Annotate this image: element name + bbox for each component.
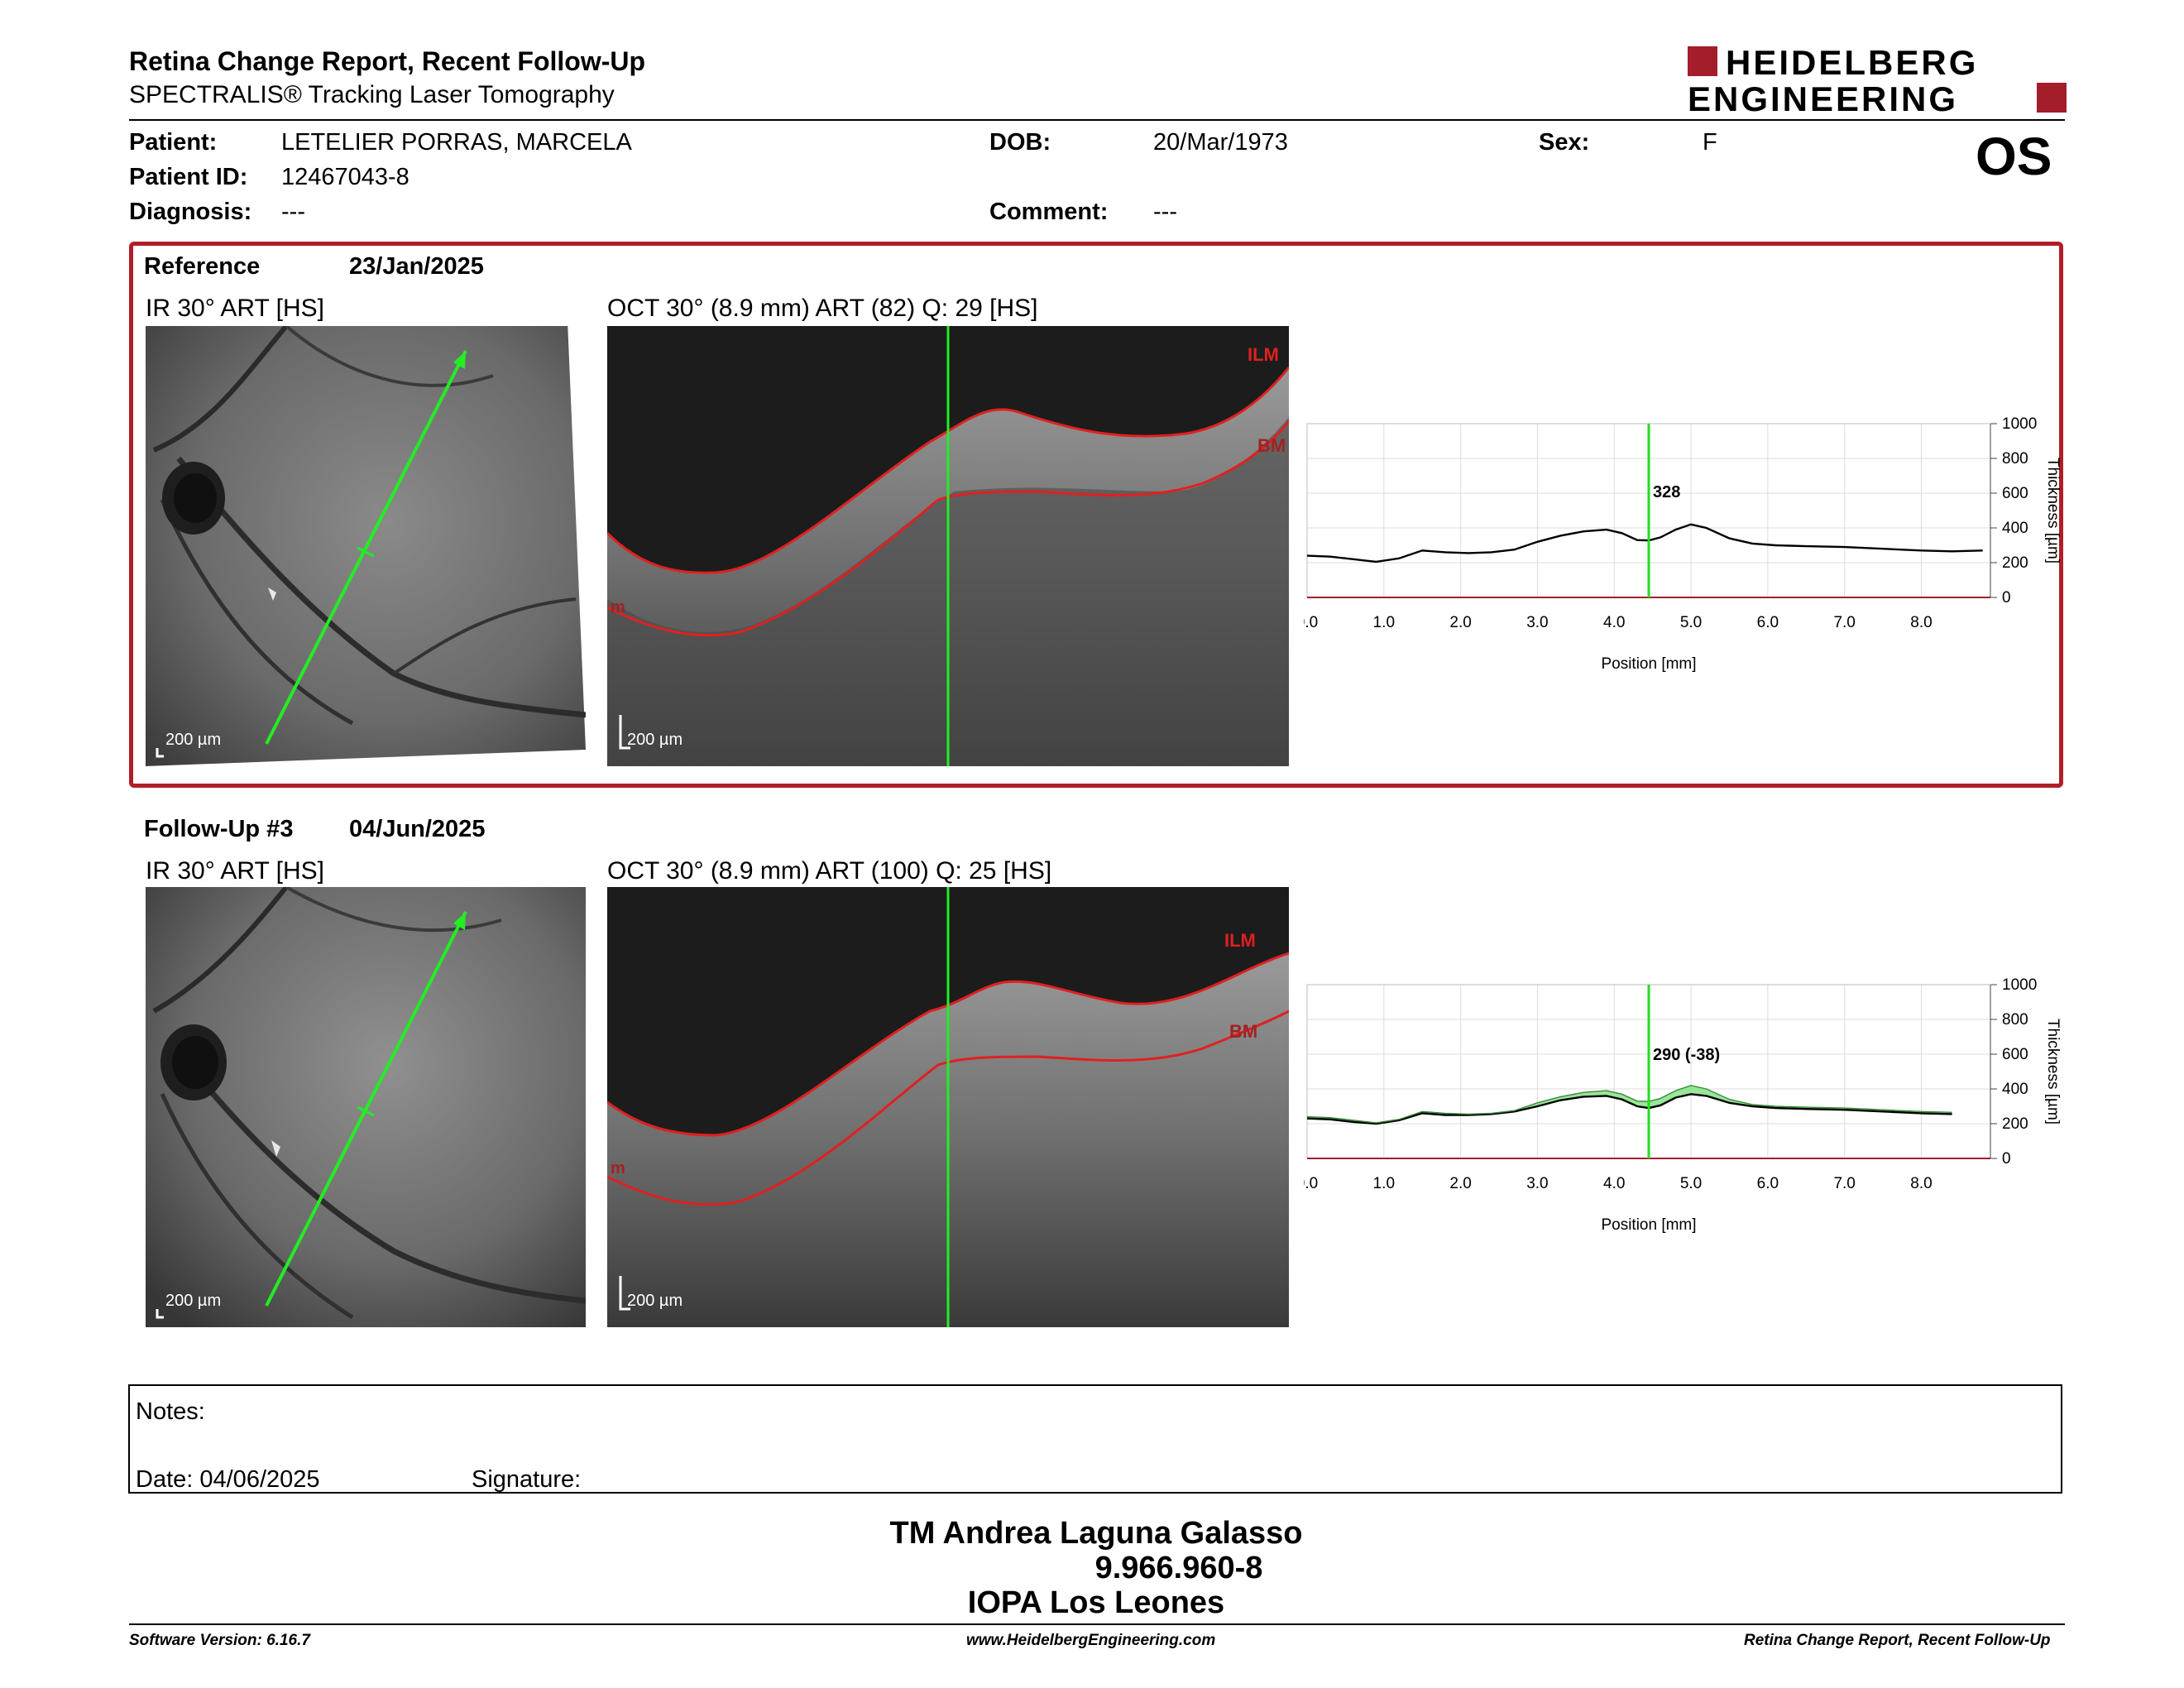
followup-oct-label: OCT 30° (8.9 mm) ART (100) Q: 25 [HS] [607,857,1052,885]
y-tick-label: 400 [2002,520,2028,537]
y-tick-label: 1000 [2002,415,2037,433]
diagnosis-value: --- [281,199,305,225]
svg-text:ILM: ILM [1224,930,1256,951]
sex-value: F [1703,129,1717,156]
reference-frame [129,242,2063,788]
followup-label: Follow-Up #3 [144,816,294,842]
y-tick-label: 800 [2002,1011,2028,1029]
header-divider [129,119,2065,121]
x-tick-label: 7.0 [1833,614,1855,631]
x-axis-label: Position [mm] [1601,1216,1696,1234]
dob-label: DOB: [989,129,1051,156]
x-tick-label: 5.0 [1680,614,1702,631]
svg-text:200 µm: 200 µm [627,1292,682,1310]
y-tick-label: 0 [2002,1150,2011,1168]
reference-label: Reference [144,253,261,280]
x-tick-label: 8.0 [1910,614,1932,631]
signer-id: 9.966.960-8 [1094,1551,1263,1585]
y-tick-label: 200 [2002,554,2028,572]
patient-label: Patient: [129,129,218,156]
svg-text:BM: BM [1257,435,1286,456]
reference-ir-label: IR 30° ART [HS] [146,295,324,322]
svg-text:BM: BM [1229,1021,1257,1042]
y-tick-label: 800 [2002,450,2028,468]
patient-id: 12467043-8 [281,164,410,190]
reference-oct-image[interactable]: ILM BM m 200 µm [607,326,1289,766]
footer-report-name: Retina Change Report, Recent Follow-Up [1744,1632,2051,1649]
y-axis-label: Thickness [µm] [2044,1019,2062,1125]
reference-thickness-chart: 0.0 1.0 2.0 3.0 4.0 5.0 6.0 7.0 8.0 0 200 400 600 800… [1296,414,2081,679]
followup-thickness-chart: 0.0 1.0 2.0 3.0 4.0 5.0 6.0 7.0 8.0 0 200 400 600 800… [1296,975,2081,1240]
dob-value: 20/Mar/1973 [1153,129,1288,156]
x-tick-label: 2.0 [1449,614,1471,631]
followup-ir-label: IR 30° ART [HS] [146,857,324,885]
eye-indicator: OS [1976,127,2052,186]
x-tick-label: 1.0 [1373,1175,1395,1192]
signer-org: IOPA Los Leones [967,1585,1225,1620]
svg-text:200 µm: 200 µm [165,1292,221,1310]
x-tick-label: 4.0 [1603,614,1625,631]
svg-text:HEIDELBERG: HEIDELBERG [1726,45,1978,82]
svg-text:m: m [611,1159,625,1177]
reference-date: 23/Jan/2025 [349,253,484,280]
x-tick-label: 0.0 [1304,614,1318,631]
y-tick-label: 200 [2002,1115,2028,1133]
svg-text:m: m [611,598,625,616]
y-tick-label: 400 [2002,1081,2028,1098]
reference-oct-label: OCT 30° (8.9 mm) ART (82) Q: 29 [HS] [607,295,1038,322]
patient-id-label: Patient ID: [129,164,248,190]
report-subtitle: SPECTRALIS® Tracking Laser Tomography [129,81,615,108]
reference-thickness-line [1306,1085,1952,1124]
y-tick-label: 600 [2002,1046,2028,1063]
followup-date: 04/Jun/2025 [349,816,486,842]
y-axis-label: Thickness [µm] [2044,458,2062,563]
x-tick-label: 6.0 [1757,614,1779,631]
svg-text:ILM: ILM [1248,344,1279,365]
y-tick-label: 600 [2002,485,2028,502]
x-tick-label: 0.0 [1304,1175,1318,1192]
svg-text:ENGINEERING: ENGINEERING [1688,79,1958,116]
comment-value: --- [1153,199,1177,225]
report-title: Retina Change Report, Recent Follow-Up [129,46,646,76]
signature-label: Signature: [472,1466,582,1493]
x-tick-label: 1.0 [1373,614,1395,631]
x-tick-label: 2.0 [1449,1175,1471,1192]
x-tick-label: 7.0 [1833,1175,1855,1192]
footer-divider [129,1623,2065,1625]
notes-box[interactable] [128,1384,2062,1494]
notes-date: Date: 04/06/2025 [136,1466,320,1493]
svg-text:200 µm: 200 µm [165,731,221,749]
x-tick-label: 3.0 [1526,1175,1548,1192]
thickness-line [1306,523,1983,563]
followup-cursor-value: 290 (-38) [1653,1046,1721,1064]
heidelberg-logo: HEIDELBERG ENGINEERING [1688,43,2068,118]
x-tick-label: 3.0 [1526,614,1548,631]
website-link[interactable]: www.HeidelbergEngineering.com [966,1632,1216,1649]
followup-oct-image[interactable]: ILM BM m 200 µm [607,887,1289,1327]
followup-ir-image[interactable]: 200 µm [146,887,586,1327]
diagnosis-label: Diagnosis: [129,199,252,225]
signer-name: TM Andrea Laguna Galasso [889,1516,1303,1551]
x-axis-label: Position [mm] [1601,655,1696,673]
reference-ir-image[interactable]: 200 µm [146,326,586,766]
software-version: Software Version: 6.16.7 [129,1632,310,1649]
y-tick-label: 1000 [2002,976,2037,994]
x-tick-label: 4.0 [1603,1175,1625,1192]
reference-cursor-value: 328 [1653,483,1681,501]
sex-label: Sex: [1539,129,1590,156]
patient-name: LETELIER PORRAS, MARCELA [281,129,632,156]
thickness-line [1306,1093,1952,1125]
x-tick-label: 5.0 [1680,1175,1702,1192]
notes-label: Notes: [136,1398,205,1425]
svg-text:200 µm: 200 µm [627,731,682,749]
comment-label: Comment: [989,199,1109,225]
x-tick-label: 6.0 [1757,1175,1779,1192]
y-tick-label: 0 [2002,589,2011,607]
x-tick-label: 8.0 [1910,1175,1932,1192]
